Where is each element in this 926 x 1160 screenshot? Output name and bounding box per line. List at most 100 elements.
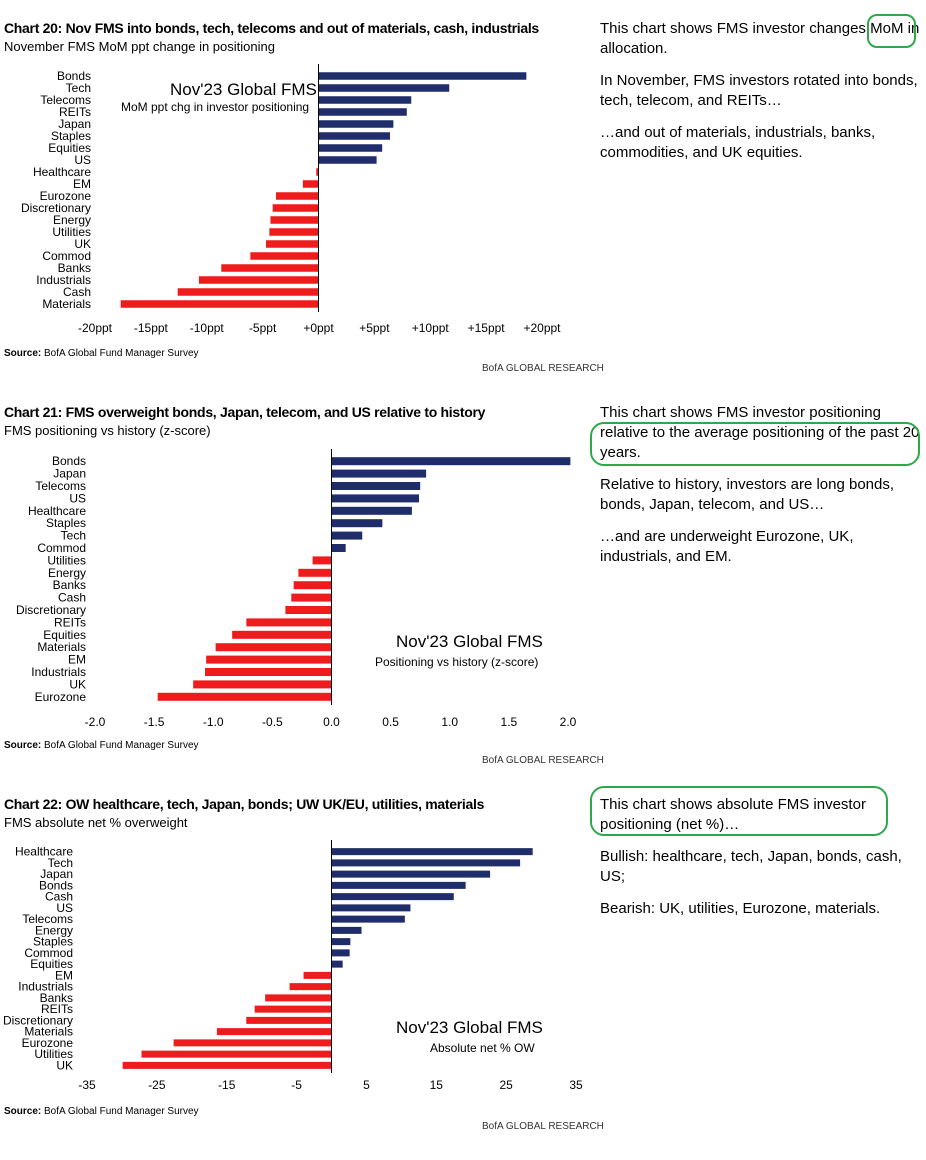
- x-tick-label: -5ppt: [249, 321, 277, 335]
- chart-panel-21: Chart 21: FMS overweight bonds, Japan, t…: [0, 384, 926, 768]
- highlight-box: [867, 14, 916, 48]
- category-label: Discretionary: [21, 201, 91, 215]
- category-label: Equities: [30, 957, 73, 971]
- category-label: Healthcare: [15, 845, 73, 859]
- bar-discretionary: [246, 1016, 332, 1024]
- x-tick-label: -15ppt: [134, 321, 169, 335]
- bar-uk: [122, 1061, 332, 1069]
- category-label: Tech: [61, 529, 86, 543]
- bar-staples: [331, 519, 383, 528]
- category-label: Commod: [42, 249, 91, 263]
- category-label: Eurozone: [40, 189, 92, 203]
- commentary-text: This chart shows absolute FMS investor p…: [600, 796, 866, 833]
- bar-chart-svg: HealthcareTechJapanBondsCashUSTelecomsEn…: [3, 840, 583, 1092]
- category-label: UK: [56, 1058, 73, 1072]
- chart-panel-20: Chart 20: Nov FMS into bonds, tech, tele…: [0, 0, 926, 384]
- x-tick-label: +20ppt: [523, 321, 561, 335]
- commentary-text: …and out of materials, industrials, bank…: [600, 124, 876, 161]
- commentary-21: This chart shows FMS investor positionin…: [600, 403, 922, 579]
- category-label: US: [74, 153, 91, 167]
- brand-label: BofA GLOBAL RESEARCH: [482, 1121, 604, 1132]
- x-tick-label: -20ppt: [78, 321, 113, 335]
- category-label: Materials: [42, 297, 91, 311]
- bar-cash: [331, 893, 454, 901]
- bar-materials: [120, 300, 319, 308]
- bar-japan: [331, 870, 491, 878]
- category-label: Commod: [37, 541, 86, 555]
- bar-equities: [232, 630, 332, 639]
- x-tick-label: 15: [430, 1078, 444, 1092]
- bar-utilities: [141, 1050, 332, 1058]
- x-tick-label: 0.0: [323, 715, 340, 729]
- x-tick-label: +10ppt: [412, 321, 450, 335]
- category-label: Healthcare: [33, 165, 91, 179]
- bar-telecoms: [331, 915, 405, 923]
- x-tick-label: -1.0: [203, 715, 224, 729]
- category-label: EM: [73, 177, 91, 191]
- chart-title: Chart 21: FMS overweight bonds, Japan, t…: [4, 404, 486, 420]
- bar-em: [302, 180, 319, 188]
- commentary-text: Bearish: UK, utilities, Eurozone, materi…: [600, 900, 881, 917]
- bar-cash: [177, 288, 319, 296]
- category-label: Energy: [35, 923, 73, 937]
- source-note: Source: BofA Global Fund Manager Survey: [4, 1106, 199, 1117]
- category-label: Staples: [33, 935, 73, 949]
- category-label: Healthcare: [28, 504, 86, 518]
- commentary-text: Relative to history, investors are long …: [600, 476, 895, 513]
- bar-bonds: [318, 72, 527, 80]
- bar-uk: [193, 680, 332, 689]
- bar-reits: [254, 1005, 332, 1013]
- category-label: UK: [69, 677, 86, 691]
- chart-title: Chart 20: Nov FMS into bonds, tech, tele…: [4, 20, 539, 36]
- bar-staples: [318, 132, 391, 140]
- bar-equities: [318, 144, 383, 152]
- bar-commod: [331, 544, 346, 552]
- category-label: Banks: [40, 991, 73, 1005]
- category-label: Equities: [43, 628, 86, 642]
- x-tick-label: 0.5: [382, 715, 399, 729]
- x-tick-label: -10ppt: [190, 321, 225, 335]
- commentary-20: This chart shows FMS investor changes Mo…: [600, 19, 922, 175]
- category-label: Cash: [45, 890, 73, 904]
- source-note: Source: BofA Global Fund Manager Survey: [4, 348, 199, 359]
- category-label: Tech: [66, 81, 91, 95]
- category-label: Discretionary: [16, 603, 86, 617]
- category-label: Staples: [46, 516, 86, 530]
- brand-label: BofA GLOBAL RESEARCH: [482, 755, 604, 766]
- inner-chart-subtitle: MoM ppt chg in investor positioning: [121, 100, 310, 114]
- bar-industrials: [289, 983, 332, 991]
- x-tick-label: +5ppt: [359, 321, 390, 335]
- category-label: EM: [55, 968, 73, 982]
- x-tick-label: 1.5: [501, 715, 518, 729]
- x-tick-label: -1.5: [144, 715, 165, 729]
- bar-banks: [221, 264, 319, 272]
- category-label: EM: [68, 653, 86, 667]
- chart-title: Chart 22: OW healthcare, tech, Japan, bo…: [4, 796, 485, 812]
- x-tick-label: 5: [363, 1078, 370, 1092]
- x-tick-label: -2.0: [85, 715, 106, 729]
- category-label: Telecoms: [35, 479, 86, 493]
- category-label: Industrials: [36, 273, 91, 287]
- bar-industrials: [204, 668, 332, 676]
- category-label: REITs: [59, 105, 91, 119]
- category-label: Discretionary: [3, 1013, 73, 1027]
- category-label: Commod: [24, 946, 73, 960]
- x-tick-label: -5: [291, 1078, 302, 1092]
- bar-staples: [331, 938, 351, 946]
- category-label: Telecoms: [22, 912, 73, 926]
- bar-tech: [318, 84, 450, 92]
- category-label: Staples: [51, 129, 91, 143]
- highlight-box: [590, 422, 920, 466]
- category-label: Japan: [53, 467, 86, 481]
- x-tick-label: -0.5: [262, 715, 283, 729]
- bar-bonds: [331, 457, 571, 466]
- bar-utilities: [312, 556, 332, 565]
- category-label: Bonds: [39, 878, 73, 892]
- bar-reits: [318, 108, 407, 116]
- x-tick-label: -35: [78, 1078, 96, 1092]
- bar-em: [303, 971, 332, 979]
- bar-discretionary: [272, 204, 319, 212]
- bar-eurozone: [276, 192, 319, 200]
- bar-telecoms: [318, 96, 412, 104]
- chart-subtitle: FMS positioning vs history (z-score): [4, 423, 211, 438]
